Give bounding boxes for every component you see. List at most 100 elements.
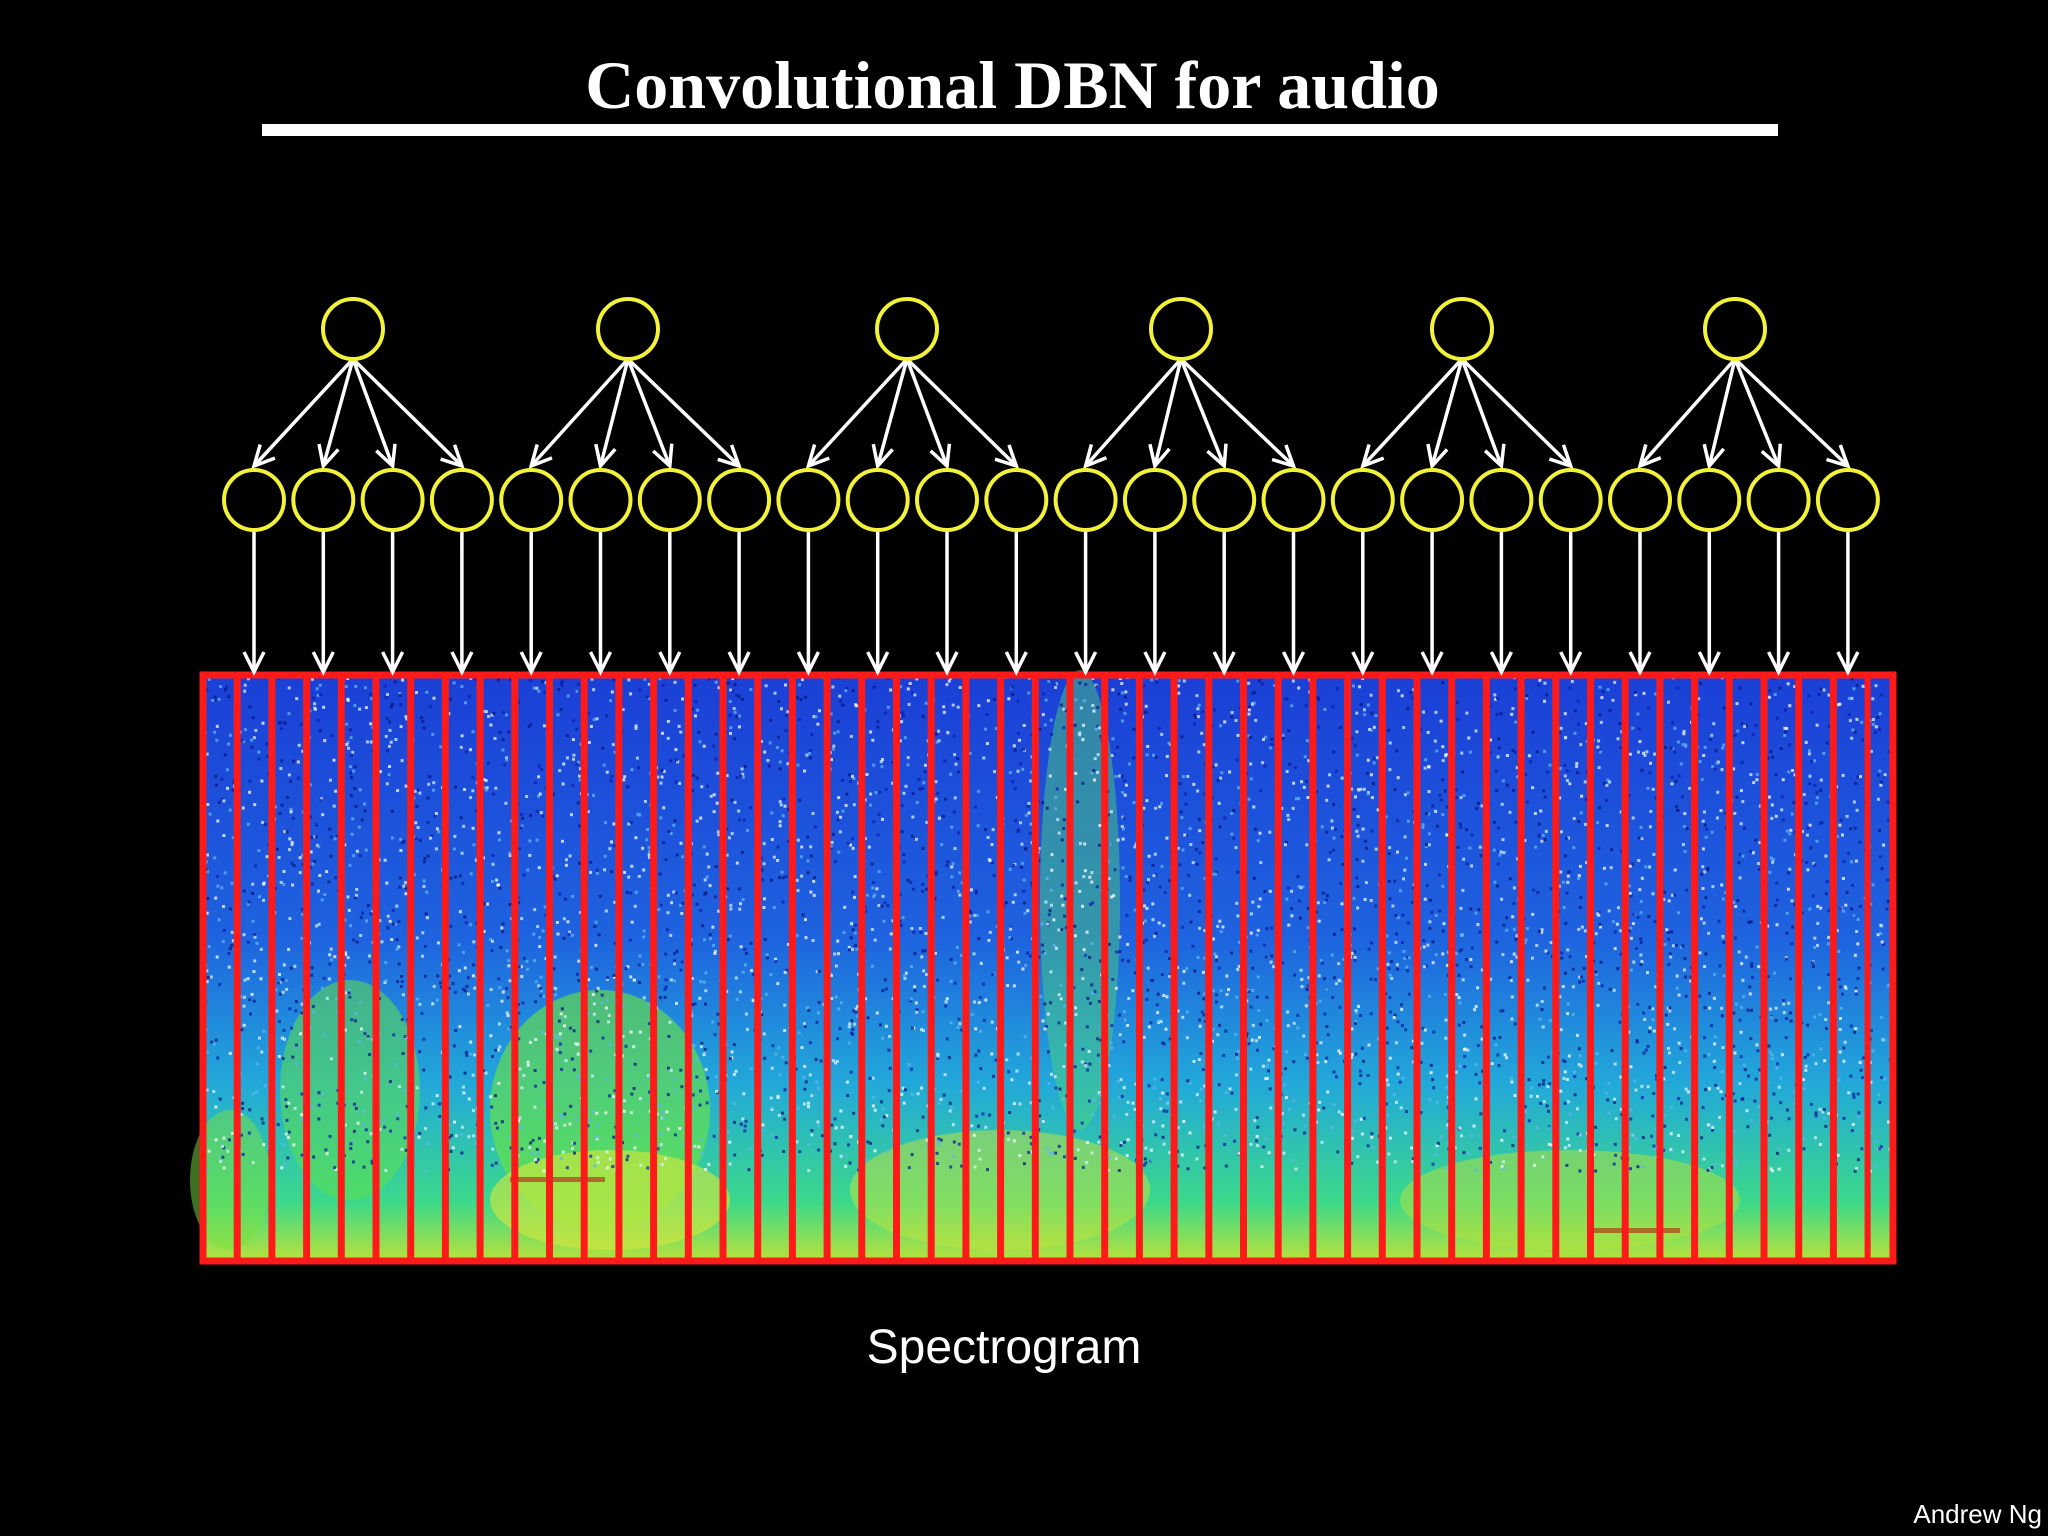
spectrogram-speck: [1814, 1111, 1818, 1115]
spectrogram-speck: [558, 1035, 561, 1039]
spectrogram-speck: [728, 1140, 732, 1144]
spectrogram-speck: [1668, 952, 1672, 956]
spectrogram-speck: [974, 889, 978, 893]
spectrogram-speck: [761, 1123, 765, 1127]
spectrogram-speck: [321, 1092, 325, 1096]
spectrogram-speck: [1292, 781, 1296, 785]
spectrogram-speck: [1639, 900, 1643, 904]
spectrogram-speck: [921, 949, 925, 953]
spectrogram-speck: [1479, 1112, 1483, 1116]
spectrogram-speck: [1387, 852, 1391, 855]
spectrogram-speck: [1611, 698, 1615, 702]
spectrogram-speck: [1441, 813, 1445, 816]
spectrogram-speck: [1768, 870, 1772, 874]
spectrogram-speck: [1768, 1007, 1772, 1011]
spectrogram-speck: [1578, 1169, 1582, 1173]
spectrogram-speck: [1827, 909, 1831, 913]
spectrogram-speck: [263, 1084, 267, 1088]
spectrogram-speck: [1719, 1090, 1723, 1094]
spectrogram-speck: [887, 1048, 891, 1052]
spectrogram-speck: [1811, 894, 1815, 898]
spectrogram-speck: [674, 1089, 677, 1093]
spectrogram-speck: [528, 1146, 532, 1150]
spectrogram-speck: [870, 928, 874, 931]
spectrogram-speck: [347, 908, 351, 912]
spectrogram-speck: [1684, 743, 1688, 747]
spectrogram-speck: [334, 1167, 338, 1171]
spectrogram-speck: [1395, 1100, 1398, 1104]
spectrogram-speck: [1493, 880, 1497, 884]
spectrogram-speck: [1575, 762, 1579, 765]
spectrogram-speck: [1024, 813, 1028, 817]
spectrogram-speck: [1818, 1013, 1822, 1017]
spectrogram-speck: [706, 784, 709, 788]
spectrogram-speck: [1431, 1078, 1435, 1082]
spectrogram-speck: [541, 929, 545, 933]
spectrogram-speck: [797, 1031, 801, 1035]
spectrogram-speck: [386, 926, 390, 930]
spectrogram-speck: [1202, 1013, 1206, 1017]
spectrogram-speck: [1082, 699, 1086, 703]
spectrogram-speck: [605, 714, 609, 718]
spectrogram-speck: [851, 846, 855, 850]
spectrogram-speck: [658, 677, 662, 681]
spectrogram-speck: [1642, 691, 1646, 695]
spectrogram-speck: [693, 683, 697, 687]
spectrogram-speck: [955, 945, 959, 949]
spectrogram-speck: [1158, 885, 1162, 889]
spectrogram-speck: [220, 797, 224, 801]
spectrogram-speck: [217, 698, 221, 701]
spectrogram-speck: [627, 822, 631, 826]
spectrogram-speck: [415, 997, 419, 1001]
spectrogram-speck: [1182, 981, 1186, 985]
spectrogram-speck: [472, 1109, 475, 1113]
spectrogram-speck: [784, 713, 788, 717]
spectrogram-speck: [1203, 877, 1207, 881]
spectrogram-speck: [1247, 681, 1251, 685]
spectrogram-speck: [1021, 967, 1025, 971]
spectrogram-speck: [1871, 1049, 1875, 1053]
spectrogram-speck: [1741, 800, 1745, 804]
spectrogram-speck: [691, 789, 695, 792]
spectrogram-speck: [482, 786, 486, 790]
spectrogram-speck: [639, 1030, 642, 1034]
spectrogram-speck: [1847, 713, 1851, 717]
spectrogram-speck: [1817, 693, 1821, 697]
spectrogram-speck: [396, 1117, 400, 1121]
spectrogram-speck: [1405, 965, 1409, 969]
spectrogram-speck: [982, 756, 986, 760]
spectrogram-speck: [1676, 686, 1680, 690]
spectrogram-speck: [1118, 935, 1122, 939]
spectrogram-speck: [881, 1036, 884, 1040]
spectrogram-speck: [960, 954, 963, 957]
spectrogram-speck: [1123, 695, 1127, 699]
spectrogram-speck: [1234, 719, 1238, 722]
spectrogram-speck: [363, 1071, 367, 1075]
spectrogram-speck: [349, 1142, 353, 1146]
spectrogram-speck: [1673, 893, 1677, 897]
spectrogram-speck: [426, 1142, 430, 1146]
spectrogram-speck: [820, 1134, 824, 1138]
spectrogram-speck: [242, 933, 246, 937]
spectrogram-speck: [1019, 865, 1023, 869]
spectrogram-speck: [246, 977, 250, 981]
spectrogram-speck: [1150, 1158, 1153, 1162]
spectrogram-speck: [472, 843, 476, 847]
spectrogram-speck: [1257, 679, 1261, 683]
spectrogram-speck: [1512, 927, 1516, 931]
spectrogram-speck: [1779, 1101, 1783, 1105]
spectrogram-speck: [1529, 760, 1532, 764]
spectrogram-speck: [772, 855, 776, 859]
spectrogram-speck: [967, 909, 971, 913]
spectrogram-speck: [978, 1157, 982, 1161]
spectrogram-speck: [1165, 1101, 1169, 1105]
spectrogram-speck: [1724, 891, 1728, 895]
spectrogram-speck: [1133, 1108, 1137, 1111]
spectrogram-speck: [643, 800, 647, 803]
spectrogram-speck: [924, 701, 928, 705]
spectrogram-speck: [586, 1124, 590, 1128]
spectrogram-speck: [525, 959, 529, 963]
spectrogram-speck: [732, 707, 736, 711]
spectrogram-speck: [357, 1040, 361, 1044]
spectrogram-speck: [1426, 943, 1430, 947]
